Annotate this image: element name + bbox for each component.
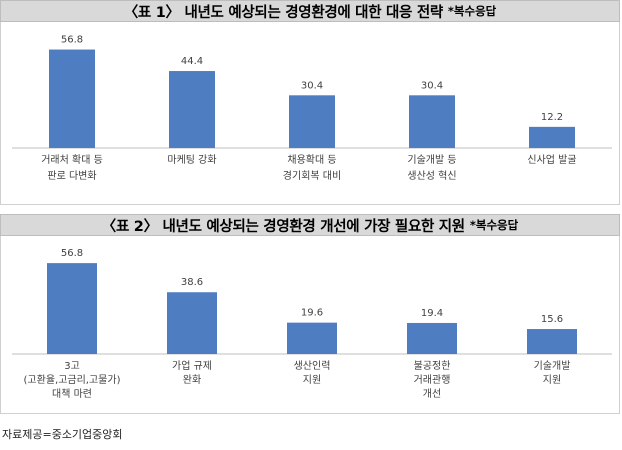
chart-1-category-label-2-line-1: 경기회복 대비 — [283, 169, 341, 182]
chart-2-value-label-3: 19.4 — [421, 308, 443, 319]
source-credit: 자료제공=중소기업중앙회 — [2, 428, 123, 441]
chart-2-bar-1 — [167, 292, 217, 354]
chart-2-category-label-2-line-0: 생산인력 — [294, 360, 331, 372]
chart-1-value-label-1: 44.4 — [181, 56, 203, 67]
chart-1-value-label-3: 30.4 — [421, 80, 443, 91]
chart-2-category-label-3-line-0: 불공정한 — [414, 360, 451, 372]
chart-2-subtitle: *복수응답 — [469, 218, 519, 232]
chart-1-plot: 56.8 거래처 확대 등판로 다변화 44.4 마케팅 강화 30.4 채용확대 등경기… — [12, 35, 612, 182]
chart-2-category-label-3-line-1: 거래관행 — [414, 374, 451, 386]
chart-2-category-label-4-line-1: 지원 — [543, 374, 561, 386]
chart-1-bar-3 — [409, 95, 455, 148]
chart-2-category-label-1-line-1: 완화 — [183, 374, 201, 386]
chart-2-category-label-0-line-0: 3고 — [64, 361, 80, 372]
chart-1-category-label-1-line-0: 마케팅 강화 — [167, 154, 216, 166]
chart-1-title-bar: 〈표 1〉 내년도 예상되는 경영환경에 대한 대응 전략 *복수응답 — [0, 0, 620, 22]
chart-2-title-bar: 〈표 2〉 내년도 예상되는 경영환경 개선에 가장 필요한 지원 *복수응답 — [0, 214, 620, 236]
chart-2-category-label-1-line-0: 가업 규제 — [172, 359, 212, 372]
chart-1-category-label-3-line-0: 기술개발 등 — [407, 154, 456, 166]
chart-2-value-label-0: 56.8 — [61, 248, 83, 259]
chart-2-bar-4 — [527, 329, 577, 354]
chart-1-value-label-0: 56.8 — [61, 35, 83, 46]
chart-2-bar-2 — [287, 322, 337, 354]
chart-1-bar-4 — [529, 126, 575, 148]
chart-1-title: 〈표 1〉 내년도 예상되는 경영환경에 대한 대응 전략 — [123, 4, 443, 21]
chart-1-category-label-3-line-1: 생산성 혁신 — [407, 170, 456, 182]
chart-1-subtitle: *복수응답 — [447, 4, 497, 18]
chart-1-category-label-0-line-1: 판로 다변화 — [47, 170, 96, 182]
chart-1-bar-1 — [169, 71, 215, 148]
chart-2-value-label-4: 15.6 — [541, 314, 563, 325]
chart-1-value-label-4: 12.2 — [541, 112, 563, 123]
chart-1-category-label-2-line-0: 채용확대 등 — [287, 154, 336, 166]
chart-1-bar-2 — [289, 95, 335, 148]
chart-1-bar-0 — [49, 49, 95, 149]
chart-1-category-label-4-line-0: 신사업 발굴 — [527, 153, 576, 166]
chart-2-category-label-3-line-2: 개선 — [423, 388, 441, 400]
chart-2-frame — [0, 236, 620, 414]
chart-1-frame — [0, 22, 620, 205]
chart-2-category-label-4-line-0: 기술개발 — [534, 360, 571, 372]
chart-2-value-label-1: 38.6 — [181, 277, 203, 288]
chart-2-bar-0 — [47, 263, 97, 354]
chart-2-category-label-0-line-2: 대책 마련 — [52, 388, 92, 400]
chart-2-bar-3 — [407, 322, 457, 354]
chart-1-value-label-2: 30.4 — [301, 80, 323, 91]
chart-2-value-label-2: 19.6 — [301, 308, 323, 319]
chart-panel-1: 〈표 1〉 내년도 예상되는 경영환경에 대한 대응 전략 *복수응답 56.8… — [0, 0, 622, 205]
chart-2-title: 〈표 2〉 내년도 예상되는 경영환경 개선에 가장 필요한 지원 — [101, 218, 465, 235]
chart-panel-2: 〈표 2〉 내년도 예상되는 경영환경 개선에 가장 필요한 지원 *복수응답 … — [0, 214, 622, 414]
chart-2-category-label-2-line-1: 지원 — [303, 374, 321, 386]
chart-2-category-label-0-line-1: (고환율,고금리,고물가) — [24, 374, 121, 386]
chart-1-category-label-0-line-0: 거래처 확대 등 — [41, 154, 103, 166]
